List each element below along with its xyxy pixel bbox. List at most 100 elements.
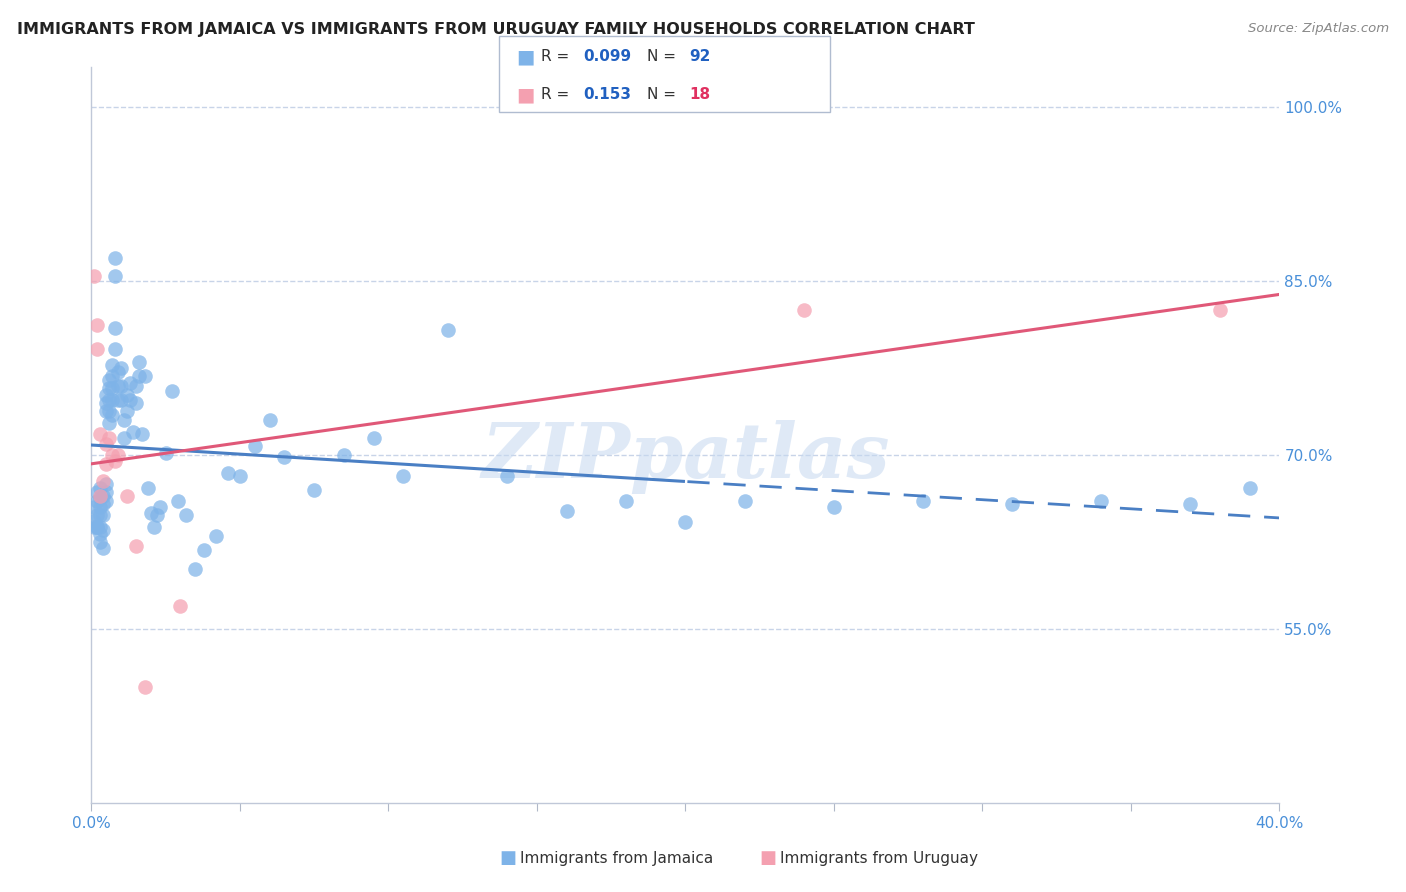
Point [83, 520, 105, 534]
Point [259, 413, 281, 427]
Point [110, 392, 132, 407]
Text: 92: 92 [689, 49, 710, 64]
Point [205, 529, 228, 543]
Point [104, 268, 127, 283]
Point [96, 436, 118, 450]
Point [89, 535, 111, 549]
Point [96, 388, 118, 402]
Point [91, 489, 114, 503]
Point [83, 514, 105, 528]
Point [229, 469, 252, 483]
Point [107, 365, 129, 379]
Point [86, 342, 108, 356]
Point [136, 481, 159, 495]
Point [436, 323, 458, 337]
Text: IMMIGRANTS FROM JAMAICA VS IMMIGRANTS FROM URUGUAY FAMILY HOUSEHOLDS CORRELATION: IMMIGRANTS FROM JAMAICA VS IMMIGRANTS FR… [17, 22, 974, 37]
Point [83, 500, 105, 515]
Point [125, 396, 148, 410]
Point [176, 508, 198, 523]
Point [86, 520, 108, 534]
Text: ■: ■ [516, 86, 534, 104]
Point [139, 506, 162, 520]
Point [673, 516, 696, 530]
Point [128, 369, 150, 384]
Point [160, 384, 183, 399]
Point [98, 404, 121, 418]
Point [91, 508, 114, 523]
Point [134, 369, 156, 384]
Point [555, 504, 578, 518]
Point [101, 448, 124, 462]
Point [110, 378, 132, 392]
Text: N =: N = [647, 49, 681, 64]
Point [86, 494, 108, 508]
Point [89, 500, 111, 515]
Text: 0.153: 0.153 [583, 87, 631, 103]
Point [98, 381, 121, 395]
Point [823, 500, 845, 515]
Point [91, 497, 114, 511]
Point [96, 396, 118, 410]
Point [184, 562, 207, 576]
Point [98, 373, 121, 387]
Point [155, 446, 177, 460]
Point [243, 439, 266, 453]
Point [112, 413, 135, 427]
Point [96, 477, 118, 491]
Text: ZIPpatlas: ZIPpatlas [481, 420, 890, 494]
Point [101, 381, 124, 395]
Point [1001, 497, 1024, 511]
Point [96, 458, 118, 472]
Point [104, 251, 127, 265]
Point [89, 491, 111, 505]
Text: ■: ■ [516, 47, 534, 66]
Point [89, 481, 111, 495]
Text: ■: ■ [759, 849, 776, 867]
Point [118, 376, 141, 391]
Point [118, 392, 141, 407]
Point [89, 527, 111, 541]
Point [101, 369, 124, 384]
Point [1180, 497, 1202, 511]
Point [193, 543, 215, 558]
Point [217, 466, 239, 480]
Point [86, 318, 108, 333]
Point [91, 541, 114, 555]
Point [166, 494, 188, 508]
Text: R =: R = [541, 49, 575, 64]
Text: Source: ZipAtlas.com: Source: ZipAtlas.com [1249, 22, 1389, 36]
Point [392, 469, 415, 483]
Point [98, 416, 121, 430]
Point [104, 342, 127, 356]
Point [496, 469, 519, 483]
Point [107, 392, 129, 407]
Point [302, 483, 325, 497]
Point [169, 599, 191, 613]
Point [115, 489, 138, 503]
Point [273, 450, 295, 465]
Point [128, 355, 150, 369]
Text: 0.099: 0.099 [583, 49, 631, 64]
Point [91, 474, 114, 488]
Point [104, 454, 127, 468]
Point [101, 408, 124, 422]
Text: R =: R = [541, 87, 575, 103]
Point [107, 448, 129, 462]
Point [734, 494, 756, 508]
Point [614, 494, 637, 508]
Point [1209, 303, 1232, 318]
Point [911, 494, 934, 508]
Point [86, 508, 108, 523]
Text: N =: N = [647, 87, 681, 103]
Point [333, 448, 356, 462]
Point [125, 378, 148, 392]
Point [145, 508, 167, 523]
Point [131, 427, 153, 442]
Point [112, 431, 135, 445]
Point [107, 378, 129, 392]
Point [101, 392, 124, 407]
Point [96, 485, 118, 500]
Point [96, 494, 118, 508]
Point [1239, 481, 1261, 495]
Point [83, 268, 105, 283]
